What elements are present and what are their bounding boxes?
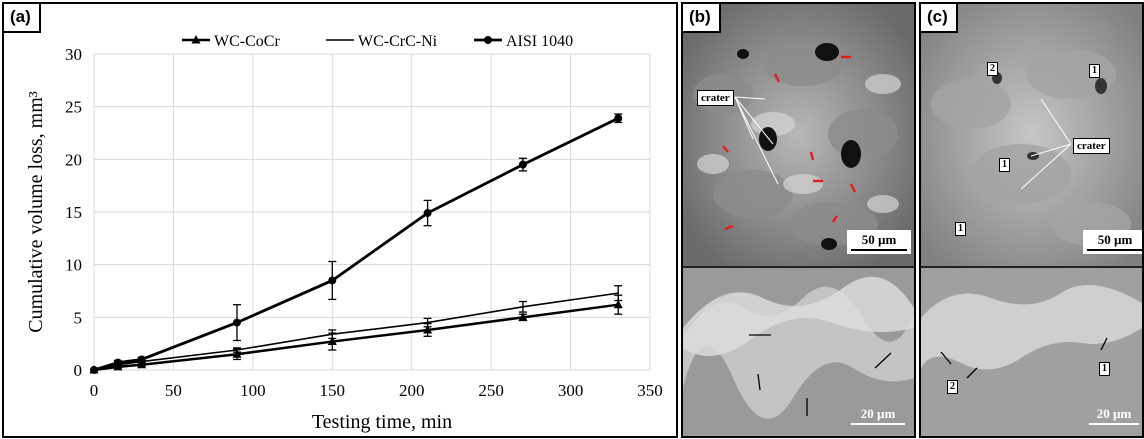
x-axis-label: Testing time, min (312, 411, 452, 433)
scale-bar-text: 50 µm (1097, 232, 1133, 247)
y-tick-label: 20 (65, 150, 82, 169)
x-tick-label: 250 (478, 381, 504, 400)
cross-section-micrograph-c: 2 1 20 µm (921, 268, 1142, 436)
data-point (90, 366, 98, 374)
data-point (518, 312, 528, 321)
data-point (328, 276, 337, 285)
x-tick-label: 150 (320, 381, 346, 400)
scale-bar-top-b: 50 µm (847, 230, 911, 254)
x-tick-label: 0 (90, 381, 99, 400)
micrograph-panel-b: (b) (681, 2, 916, 438)
marker-label: 1 (999, 158, 1010, 172)
y-tick-label: 30 (65, 45, 82, 64)
scale-bar-text: 20 µm (1096, 406, 1132, 421)
marker-label: 1 (1099, 362, 1110, 376)
marker-label: 2 (987, 62, 998, 76)
panel-c-label: (c) (921, 4, 958, 33)
scale-bar-top-c: 50 µm (1083, 230, 1142, 254)
y-axis-label: Cumulative volume loss, mm³ (25, 91, 47, 333)
x-tick-label: 50 (165, 381, 182, 400)
x-tick-label: 200 (399, 381, 425, 400)
marker-label: 2 (947, 380, 958, 394)
crater-label-b: crater (697, 90, 734, 106)
series-line-WC-CoCr (93, 303, 619, 372)
legend-label: WC-CrC-Ni (358, 33, 438, 50)
legend-label: WC-CoCr (214, 33, 280, 50)
data-point (327, 336, 337, 346)
series-line-WC-CrC-Ni (93, 292, 619, 371)
data-point (423, 209, 432, 218)
data-point (232, 318, 241, 327)
y-tick-label: 5 (74, 308, 83, 327)
marker-label: 1 (955, 222, 966, 236)
crater-label-c: crater (1073, 138, 1110, 154)
data-point (423, 324, 433, 334)
y-tick-label: 15 (65, 203, 82, 222)
legend-marker (484, 36, 492, 44)
data-point (614, 114, 623, 123)
y-tick-label: 25 (65, 98, 82, 117)
data-point (137, 355, 146, 364)
data-point (232, 349, 242, 358)
x-tick-label: 100 (240, 381, 266, 400)
data-point (113, 358, 122, 367)
series-line-AISI 1040 (93, 116, 619, 372)
y-tick-label: 0 (74, 361, 83, 380)
panel-b-label: (b) (683, 4, 721, 33)
data-point (613, 299, 623, 309)
scale-bar-bottom-b: 20 µm (851, 406, 905, 425)
chart-panel: (a) 0 5 10 15 20 25 30 0 50 100 150 200 250 300 350 Tes… (2, 2, 678, 438)
x-tick-label: 300 (558, 381, 584, 400)
scale-bar-text: 20 µm (860, 406, 896, 421)
cross-section-micrograph-b: 20 µm (683, 268, 914, 436)
surface-micrograph-c: crater 2 1 1 1 50 µm (921, 4, 1142, 266)
surface-micrograph-b: crater 50 µm (683, 4, 914, 266)
scale-bar-bottom-c: 20 µm (1089, 406, 1139, 425)
marker-label: 1 (1089, 64, 1100, 78)
micrograph-panel-c: (c) crater 2 1 1 1 50 µm (919, 2, 1144, 438)
x-tick-label: 350 (637, 381, 663, 400)
data-point (518, 160, 527, 169)
y-tick-label: 10 (65, 256, 82, 275)
scale-bar-text: 50 µm (861, 232, 897, 247)
legend-marker (191, 35, 201, 44)
panel-a-label: (a) (4, 4, 41, 33)
data-point (137, 359, 147, 369)
legend-label: AISI 1040 (506, 33, 573, 50)
